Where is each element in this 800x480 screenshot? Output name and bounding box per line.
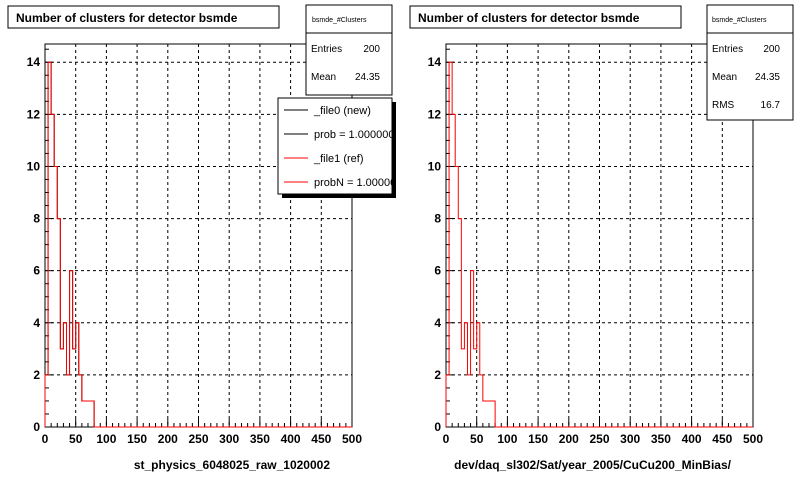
legend-label-file1: _file1 (ref) (313, 153, 364, 165)
left-legend: _file0 (new) prob = 1.000000 _file1 (ref… (277, 97, 402, 198)
legend-label-file0: _file0 (new) (313, 105, 371, 117)
right-series-line-0 (445, 61, 753, 428)
left-stats-entries-label: Entries (311, 44, 342, 55)
legend-label-prob: prob = 1.000000 (314, 129, 394, 141)
right-y-tick-label: 14 (428, 55, 442, 69)
right-title-box (409, 5, 682, 29)
right-stats-entries-label: Entries (712, 44, 743, 55)
right-stats-entries-value: 200 (763, 44, 780, 55)
left-y-tick-label: 10 (27, 159, 41, 173)
right-stats-rms-value: 16.7 (761, 100, 781, 111)
left-x-tick-label: 500 (342, 432, 362, 446)
right-x-tick-label: 350 (651, 432, 671, 446)
left-series-line-1 (44, 61, 352, 428)
right-stats-mean-value: 24.35 (755, 72, 780, 83)
right-y-tick-label: 10 (428, 159, 442, 173)
left-y-tick-label: 4 (33, 316, 40, 330)
left-stats-name: bsmde_#Clusters (312, 17, 367, 24)
left-x-tick-label: 50 (69, 432, 83, 446)
legend-label-probN: probN = 1.000000 (314, 177, 402, 189)
left-stats-box: bsmde_#Clusters Entries 200 Mean 24.35 (305, 4, 393, 96)
right-stats-box: bsmde_#Clusters Entries 200 Mean 24.35 R… (706, 4, 794, 121)
left-y-tick-label: 12 (27, 107, 41, 121)
right-x-tick-label: 50 (470, 432, 484, 446)
left-plot: 0 50 100 150 200 250 300 350 400 450 500 0 2 4 6 8 10 12 1… (27, 43, 362, 446)
left-y-tick-label: 8 (33, 212, 40, 226)
right-x-tick-label: 100 (497, 432, 517, 446)
left-x-axis-title: st_physics_6048025_raw_1020002 (134, 458, 330, 472)
left-stats-mean-value: 24.35 (355, 72, 380, 83)
right-x-axis-title: dev/daq_sl302/Sat/year_2005/CuCu200_MinB… (454, 458, 731, 472)
left-x-tick-label: 150 (127, 432, 147, 446)
left-x-tick-label: 100 (96, 432, 116, 446)
right-plot: 0 50 100 150 200 250 300 350 400 450 500 0 2 4 6 8 10 12 1… (428, 43, 763, 446)
left-x-tick-label: 450 (311, 432, 331, 446)
left-chart-title: Number of clusters for detector bsmde (16, 11, 238, 25)
right-y-tick-label: 2 (434, 368, 441, 382)
left-y-tick-label: 2 (33, 368, 40, 382)
right-x-tick-label: 0 (443, 432, 450, 446)
left-x-tick-label: 400 (281, 432, 301, 446)
right-x-tick-label: 300 (620, 432, 640, 446)
left-y-tick-label: 14 (27, 55, 41, 69)
right-x-tick-label: 200 (559, 432, 579, 446)
right-x-tick-label: 450 (712, 432, 732, 446)
left-y-tick-label: 6 (33, 264, 40, 278)
right-x-tick-label: 400 (682, 432, 702, 446)
right-stats-mean-label: Mean (712, 72, 737, 83)
right-y-tick-label: 4 (434, 316, 441, 330)
right-stats-name: bsmde_#Clusters (712, 17, 767, 24)
left-stats-mean-label: Mean (311, 72, 336, 83)
left-y-tick-label: 0 (33, 420, 40, 434)
left-x-tick-label: 350 (250, 432, 270, 446)
left-x-tick-label: 300 (219, 432, 239, 446)
left-x-tick-label: 0 (42, 432, 49, 446)
right-stats-rms-label: RMS (712, 100, 735, 111)
right-y-tick-label: 6 (434, 264, 441, 278)
right-x-tick-label: 250 (589, 432, 609, 446)
right-x-tick-label: 500 (743, 432, 763, 446)
right-y-tick-label: 0 (434, 420, 441, 434)
left-x-tick-label: 200 (158, 432, 178, 446)
right-y-tick-label: 12 (428, 107, 442, 121)
right-chart-title: Number of clusters for detector bsmde (418, 11, 640, 25)
left-x-tick-label: 250 (188, 432, 208, 446)
right-y-tick-label: 8 (434, 212, 441, 226)
left-stats-entries-value: 200 (363, 44, 380, 55)
right-x-tick-label: 150 (528, 432, 548, 446)
left-title-box (7, 5, 280, 29)
